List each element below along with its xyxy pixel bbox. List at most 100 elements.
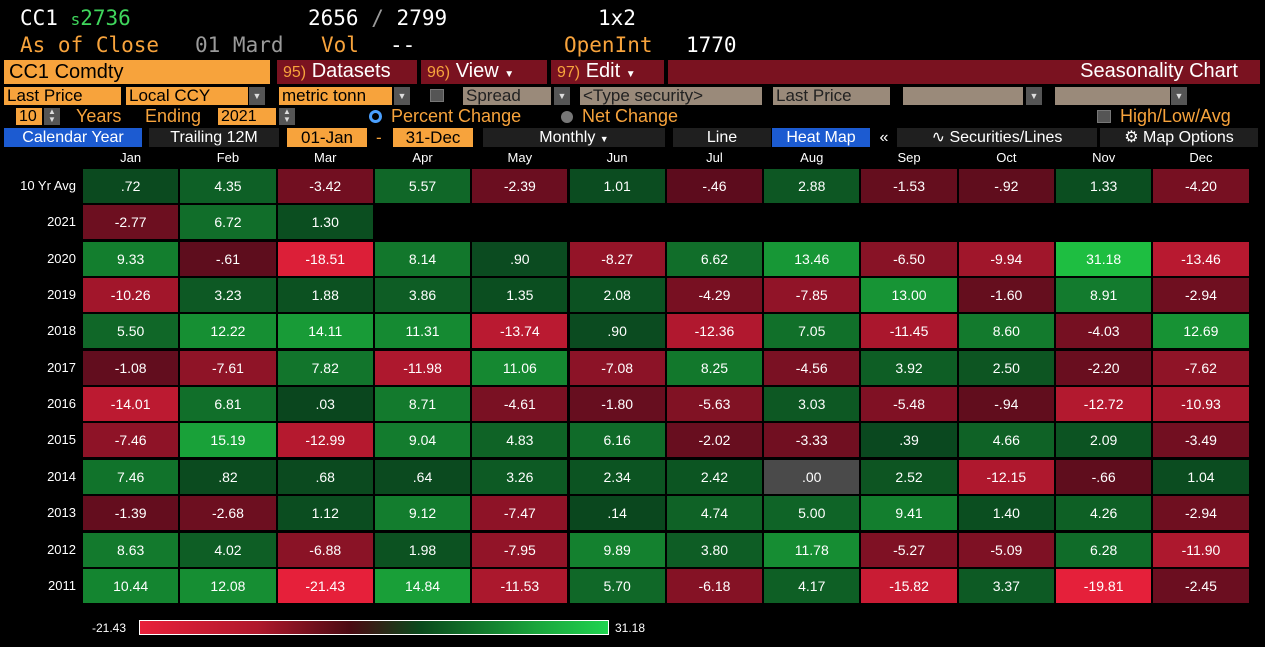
heat-cell[interactable]: 1.01: [569, 169, 665, 203]
heat-cell[interactable]: 12.69: [1153, 314, 1249, 349]
heat-cell[interactable]: -7.46: [83, 423, 179, 458]
heat-cell[interactable]: 8.91: [1056, 278, 1152, 313]
heat-cell[interactable]: 8.60: [958, 314, 1054, 349]
heat-cell[interactable]: 11.78: [764, 532, 860, 567]
heat-cell[interactable]: -1.53: [861, 169, 957, 203]
heat-cell[interactable]: 2.50: [958, 350, 1054, 385]
heat-cell[interactable]: 8.63: [83, 532, 179, 567]
heat-cell[interactable]: .00: [764, 459, 860, 494]
heat-cell[interactable]: -.92: [958, 169, 1054, 203]
heat-cell[interactable]: -13.74: [472, 314, 568, 349]
heat-cell[interactable]: 6.72: [180, 205, 276, 240]
heat-cell[interactable]: 2.42: [666, 459, 763, 494]
security-input[interactable]: CC1 Comdty: [4, 60, 270, 84]
heat-cell[interactable]: 6.16: [569, 423, 665, 458]
tab-trailing-12m[interactable]: Trailing 12M: [149, 128, 279, 147]
heat-cell[interactable]: 3.37: [958, 568, 1054, 603]
heat-cell[interactable]: -11.53: [472, 568, 568, 603]
heat-cell[interactable]: 3.86: [374, 278, 471, 313]
heat-cell[interactable]: 4.35: [180, 169, 276, 203]
heat-cell[interactable]: -1.80: [569, 387, 665, 422]
years-stepper-icon[interactable]: ▲ ▼: [44, 108, 60, 125]
heat-cell[interactable]: .72: [83, 169, 179, 203]
heat-cell[interactable]: -2.68: [180, 496, 276, 531]
heat-cell[interactable]: -5.09: [958, 532, 1054, 567]
heat-cell[interactable]: .39: [861, 423, 957, 458]
heat-cell[interactable]: 12.08: [180, 568, 276, 603]
heat-cell[interactable]: -21.43: [277, 568, 373, 603]
heat-cell[interactable]: -2.94: [1153, 278, 1249, 313]
heat-cell[interactable]: -12.15: [958, 459, 1054, 494]
heat-cell[interactable]: -6.18: [666, 568, 763, 603]
heat-cell[interactable]: 1.88: [277, 278, 373, 313]
heat-cell[interactable]: -1.39: [83, 496, 179, 531]
heat-cell[interactable]: 9.12: [374, 496, 471, 531]
blank-2-chevron-icon[interactable]: ▼: [1171, 87, 1187, 105]
heat-cell[interactable]: -9.94: [958, 241, 1054, 276]
heat-cell[interactable]: 11.31: [374, 314, 471, 349]
heat-cell[interactable]: -2.20: [1056, 350, 1152, 385]
heat-cell[interactable]: -7.08: [569, 350, 665, 385]
monthly-select[interactable]: Monthly ▼: [483, 128, 665, 147]
heat-cell[interactable]: -6.50: [861, 241, 957, 276]
heat-cell[interactable]: 4.17: [764, 568, 860, 603]
heat-cell[interactable]: -2.77: [83, 205, 179, 240]
heat-cell[interactable]: -5.48: [861, 387, 957, 422]
heat-cell[interactable]: 4.83: [472, 423, 568, 458]
heat-cell[interactable]: 15.19: [180, 423, 276, 458]
heat-cell[interactable]: 9.04: [374, 423, 471, 458]
heat-cell[interactable]: -4.61: [472, 387, 568, 422]
heat-cell[interactable]: 5.50: [83, 314, 179, 349]
net-change-radio-icon[interactable]: [561, 111, 573, 123]
heat-cell[interactable]: -10.93: [1153, 387, 1249, 422]
years-input[interactable]: 10: [16, 108, 42, 125]
heat-cell[interactable]: 3.26: [472, 459, 568, 494]
heat-cell[interactable]: 8.14: [374, 241, 471, 276]
heat-cell[interactable]: 1.12: [277, 496, 373, 531]
heat-cell[interactable]: -12.99: [277, 423, 373, 458]
heat-cell[interactable]: 4.66: [958, 423, 1054, 458]
heat-cell[interactable]: 2.08: [569, 278, 665, 313]
heat-cell[interactable]: 14.84: [374, 568, 471, 603]
type-security-input[interactable]: <Type security>: [580, 87, 762, 105]
field2-select[interactable]: Last Price: [773, 87, 890, 105]
heat-cell[interactable]: -.46: [666, 169, 763, 203]
heat-cell[interactable]: .90: [472, 241, 568, 276]
heat-cell[interactable]: 7.05: [764, 314, 860, 349]
heat-cell[interactable]: -7.61: [180, 350, 276, 385]
heat-cell[interactable]: 11.06: [472, 350, 568, 385]
heat-cell[interactable]: .82: [180, 459, 276, 494]
heat-cell[interactable]: -18.51: [277, 241, 373, 276]
heat-cell[interactable]: -5.63: [666, 387, 763, 422]
heat-cell[interactable]: -4.20: [1153, 169, 1249, 203]
heat-cell[interactable]: -3.33: [764, 423, 860, 458]
heat-cell[interactable]: 8.25: [666, 350, 763, 385]
heat-cell[interactable]: 5.00: [764, 496, 860, 531]
heat-cell[interactable]: -19.81: [1056, 568, 1152, 603]
heat-cell[interactable]: 31.18: [1056, 241, 1152, 276]
heat-cell[interactable]: -6.88: [277, 532, 373, 567]
currency-select[interactable]: Local CCY: [126, 87, 248, 105]
heat-cell[interactable]: .68: [277, 459, 373, 494]
heat-cell[interactable]: 1.30: [277, 205, 373, 240]
heat-cell[interactable]: -3.49: [1153, 423, 1249, 458]
tab-heat-map[interactable]: Heat Map: [772, 128, 870, 147]
heat-cell[interactable]: 14.11: [277, 314, 373, 349]
heat-cell[interactable]: 7.46: [83, 459, 179, 494]
heat-cell[interactable]: .14: [569, 496, 665, 531]
heat-cell[interactable]: -4.29: [666, 278, 763, 313]
securities-lines-button[interactable]: ∿ Securities/Lines: [897, 128, 1097, 147]
heat-cell[interactable]: -4.03: [1056, 314, 1152, 349]
blank-select-1[interactable]: [903, 87, 1023, 105]
heat-cell[interactable]: 3.92: [861, 350, 957, 385]
spread-checkbox[interactable]: [430, 89, 444, 102]
edit-button[interactable]: 97) Edit ▼: [551, 60, 664, 84]
heat-cell[interactable]: -2.94: [1153, 496, 1249, 531]
datasets-button[interactable]: 95) Datasets: [277, 60, 417, 84]
heat-cell[interactable]: -1.08: [83, 350, 179, 385]
field-select[interactable]: Last Price: [4, 87, 121, 105]
percent-change-radio-icon[interactable]: [369, 110, 382, 123]
ending-stepper-icon[interactable]: ▲ ▼: [279, 108, 295, 125]
heat-cell[interactable]: 6.81: [180, 387, 276, 422]
heat-cell[interactable]: -7.62: [1153, 350, 1249, 385]
